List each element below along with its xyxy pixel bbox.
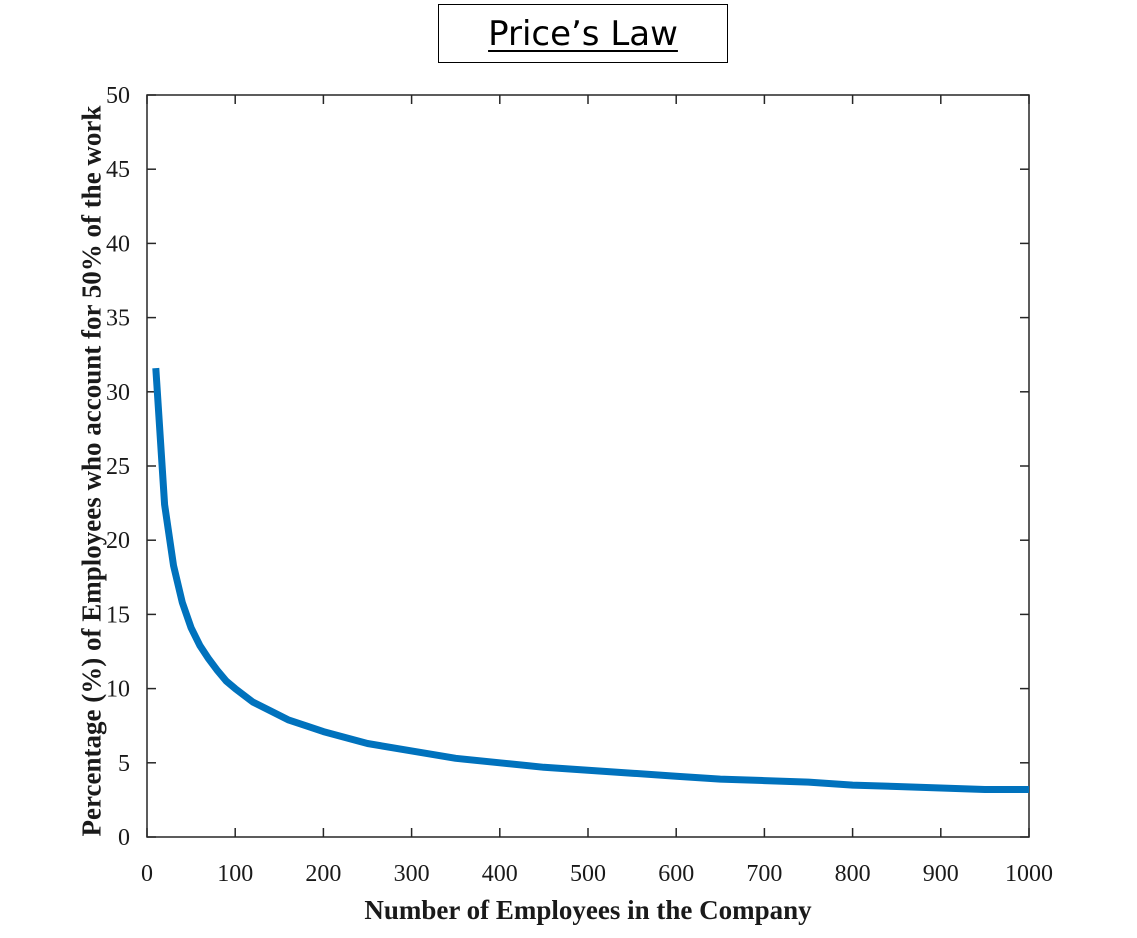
x-tick-label: 1000	[1005, 861, 1053, 887]
x-tick-label: 100	[217, 861, 253, 887]
chart-title: Price’s Law	[488, 13, 678, 54]
y-tick-label: 25	[106, 454, 130, 480]
plot-area-border	[146, 94, 1030, 838]
x-axis-title: Number of Employees in the Company	[364, 895, 812, 925]
y-axis-title: Percentage (%) of Employees who account …	[76, 106, 106, 837]
y-tick-label: 5	[118, 751, 130, 777]
x-tick-label: 700	[746, 861, 782, 887]
y-tick-label: 10	[106, 677, 130, 703]
y-tick-label: 35	[106, 306, 130, 332]
x-tick-label: 800	[835, 861, 871, 887]
x-axis-ticks: 0 100 200 300 400 500 600 700 800 900 1000	[141, 95, 1053, 887]
x-tick-label: 600	[658, 861, 694, 887]
x-tick-label: 200	[305, 861, 341, 887]
x-tick-label: 500	[570, 861, 606, 887]
chart-title-box: Price’s Law	[438, 4, 728, 63]
x-tick-label: 0	[141, 861, 153, 887]
x-tick-label: 400	[482, 861, 518, 887]
y-tick-label: 45	[106, 157, 130, 183]
x-tick-label: 300	[394, 861, 430, 887]
y-axis-ticks: 0 5 10 15 20 25 30 35 40 45 50	[106, 83, 1029, 851]
y-tick-label: 20	[106, 528, 130, 554]
y-tick-label: 40	[106, 231, 130, 257]
y-tick-label: 15	[106, 602, 130, 628]
x-tick-label: 900	[923, 861, 959, 887]
axes-frame	[146, 94, 1030, 838]
y-tick-label: 30	[106, 380, 130, 406]
y-tick-label: 0	[118, 825, 130, 851]
series-line	[152, 367, 1029, 793]
series-layer	[152, 367, 1029, 793]
y-tick-label: 50	[106, 83, 130, 109]
